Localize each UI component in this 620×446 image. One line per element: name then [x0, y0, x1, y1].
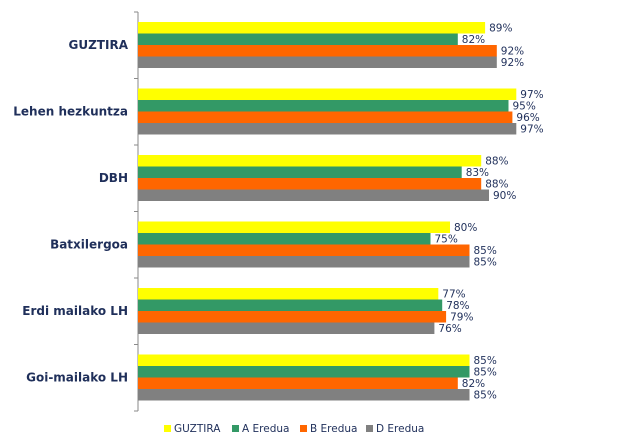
legend-swatch: [366, 425, 373, 432]
bar: [138, 299, 443, 311]
category-label: GUZTIRA: [69, 38, 129, 52]
data-label: 78%: [446, 300, 469, 312]
bar: [138, 288, 439, 300]
bar: [138, 33, 458, 45]
bar: [138, 189, 489, 201]
data-label: 88%: [485, 179, 508, 191]
data-label: 89%: [489, 23, 512, 35]
data-label: 80%: [454, 222, 477, 234]
legend-swatch: [232, 425, 239, 432]
bar: [138, 389, 470, 401]
bar: [138, 322, 435, 334]
data-label: 82%: [462, 34, 485, 46]
bar: [138, 366, 470, 378]
legend-label: A Eredua: [242, 423, 289, 435]
data-label: 75%: [435, 234, 458, 246]
category-label: Erdi mailako LH: [22, 304, 128, 318]
bar: [138, 178, 482, 190]
bar: [138, 123, 517, 135]
data-label: 85%: [474, 245, 497, 257]
bar: [138, 221, 450, 233]
bar: [138, 56, 497, 68]
data-label: 77%: [442, 289, 465, 301]
bar: [138, 354, 470, 366]
category-label: DBH: [99, 171, 128, 185]
bar: [138, 311, 447, 323]
bar: [138, 22, 486, 34]
bar: [138, 233, 431, 245]
bar: [138, 100, 509, 112]
data-label: 76%: [438, 323, 461, 335]
data-label: 96%: [516, 112, 539, 124]
legend-label: B Eredua: [310, 423, 357, 435]
legend-swatch: [164, 425, 171, 432]
legend-label: D Eredua: [376, 423, 424, 435]
data-label: 82%: [462, 378, 485, 390]
category-label: Lehen hezkuntza: [13, 105, 128, 119]
data-label: 97%: [520, 89, 543, 101]
bars-layer: [138, 22, 517, 401]
bar: [138, 244, 470, 256]
legend-label: GUZTIRA: [174, 423, 221, 435]
bar: [138, 111, 513, 123]
bar: [138, 256, 470, 268]
axis-layer: [134, 11, 139, 412]
legend-swatch: [300, 425, 307, 432]
bar: [138, 45, 497, 57]
legend: GUZTIRA A Eredua B Eredua D Eredua: [164, 423, 424, 435]
bar: [138, 166, 462, 178]
bar: [138, 155, 482, 167]
data-label: 97%: [520, 124, 543, 136]
data-label: 79%: [450, 312, 473, 324]
data-label: 95%: [513, 101, 536, 113]
data-label: 85%: [474, 257, 497, 269]
data-label: 85%: [474, 355, 497, 367]
data-label: 92%: [501, 57, 524, 69]
bar: [138, 377, 458, 389]
data-label: 88%: [485, 156, 508, 168]
data-label: 85%: [474, 367, 497, 379]
data-label: 85%: [474, 390, 497, 402]
data-label: 92%: [501, 46, 524, 58]
category-label: Goi-mailako LH: [26, 371, 128, 385]
data-label: 90%: [493, 190, 516, 202]
data-label: 83%: [466, 167, 489, 179]
category-label: Batxilergoa: [50, 238, 128, 252]
bar: [138, 88, 517, 100]
